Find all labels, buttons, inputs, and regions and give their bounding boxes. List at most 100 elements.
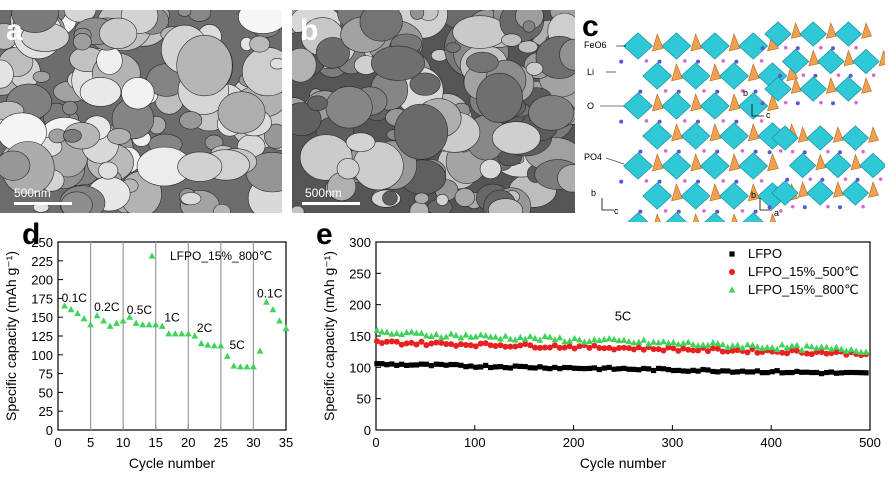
data-point [719,341,727,348]
o-atom [779,209,783,213]
sem-particle [488,198,524,213]
data-point [595,336,603,344]
data-point [541,332,549,340]
data-point [527,342,534,349]
y-tick-label: 300 [349,235,371,250]
sem-particle [32,70,51,83]
po4-tetrahedron [747,123,760,142]
sem-particle [238,10,282,34]
o-atom [819,45,823,50]
data-point [778,341,786,348]
data-point [576,336,583,343]
data-point [473,364,479,370]
plot-frame [57,241,287,431]
sem-particle [410,10,425,20]
y-tick-label: 175 [31,291,53,306]
rate-label: 5C [615,308,632,323]
data-point [448,361,454,368]
y-tick-label: 50 [357,392,371,407]
data-point [744,369,751,375]
sem-particle [217,91,266,134]
data-point [620,336,628,343]
data-point [403,328,411,336]
li-atom [785,177,790,182]
data-point [551,342,558,349]
data-point [611,346,618,353]
data-point [610,335,618,343]
data-point [852,347,860,354]
data-point [516,333,524,340]
data-point [383,338,390,345]
x-tick-label: 10 [116,435,130,450]
data-point [818,343,825,350]
panel-label-b: b [300,14,319,47]
data-point [655,365,662,372]
o-atom [759,119,764,123]
sem-particle [62,100,78,116]
data-point [463,364,469,370]
data-point [685,346,692,353]
po4-tetrahedron [790,77,802,94]
o-atom [702,149,706,153]
data-point [512,363,518,369]
data-point [739,368,746,374]
po4-tetrahedron [797,181,809,198]
data-point [191,332,199,339]
y-tick-label: 75 [39,367,53,382]
data-point [526,332,534,340]
data-point [853,369,859,376]
data-point [462,342,469,349]
data-point [605,335,613,342]
y-tick-label: 125 [31,329,53,344]
o-atom [783,100,788,105]
x-axis-label: Cycle number [129,455,216,471]
data-point [600,335,608,343]
feo6-octahedron [817,48,845,75]
li-atom [795,101,800,106]
po4-tetrahedron [832,181,844,198]
sem-particle [179,111,203,130]
data-point [729,342,737,349]
o-atom [759,59,764,63]
data-point [828,345,835,352]
o-atom [644,119,649,123]
sem-particle [394,103,449,160]
data-point [744,349,751,356]
data-point [507,343,514,350]
data-point [378,340,385,347]
data-point [823,343,830,350]
data-point [626,366,632,372]
data-point [838,370,844,376]
data-point [497,335,504,342]
data-point [620,344,627,351]
o-atom [683,179,687,183]
o-atom [843,177,848,181]
o-atom [683,59,687,63]
data-point [398,330,406,338]
o-atom [801,73,806,77]
data-point [243,363,251,370]
data-point [393,338,400,345]
feo6-octahedron [642,182,673,210]
data-point [80,315,88,322]
data-point [453,342,460,349]
data-point [660,338,667,345]
li-atom [696,59,700,64]
sem-particle [557,164,575,193]
data-point [443,340,450,347]
data-point [814,369,820,376]
li-atom [619,59,624,64]
data-point [636,367,642,373]
po4-tetrahedron [747,183,760,202]
axis-c-right-top: c [766,110,771,120]
sem-particle [359,10,403,42]
data-point [487,333,495,340]
data-point [808,343,816,350]
li-atom [619,179,624,184]
data-point [394,362,400,368]
data-point [483,362,489,369]
o-atom [644,179,649,183]
data-point [567,364,573,371]
x-tick-label: 5 [87,435,94,450]
data-point [590,335,598,343]
